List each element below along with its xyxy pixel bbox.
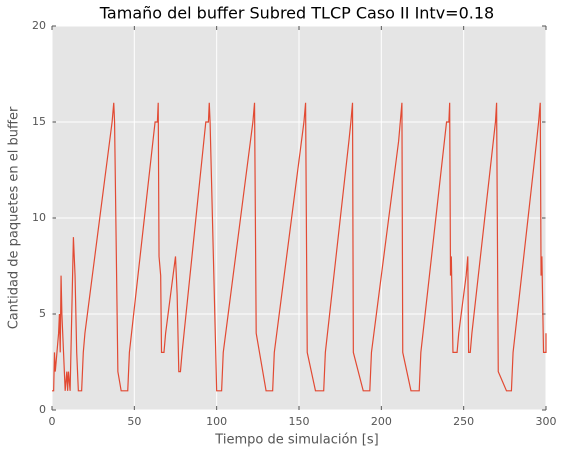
y-tick-label: 10 — [32, 211, 46, 224]
y-tick-label: 5 — [39, 307, 46, 320]
data-line — [52, 102, 547, 392]
x-tick-label: 200 — [371, 415, 392, 428]
y-axis-label: Cantidad de paquetes en el buffer — [7, 106, 22, 329]
x-tick-label: 150 — [289, 415, 310, 428]
x-axis-label: Tiempo de simulación [s] — [214, 433, 378, 448]
y-tick-label: 15 — [32, 115, 46, 128]
x-tick-label: 250 — [453, 415, 474, 428]
y-tick-label: 20 — [32, 19, 46, 32]
x-tick-label: 0 — [49, 415, 56, 428]
x-tick-label: 100 — [206, 415, 227, 428]
x-tick-label: 300 — [536, 415, 557, 428]
chart-title: Tamaño del buffer Subred TLCP Caso II In… — [99, 4, 494, 23]
x-tick-label: 50 — [127, 415, 141, 428]
y-tick-label: 0 — [39, 403, 46, 416]
